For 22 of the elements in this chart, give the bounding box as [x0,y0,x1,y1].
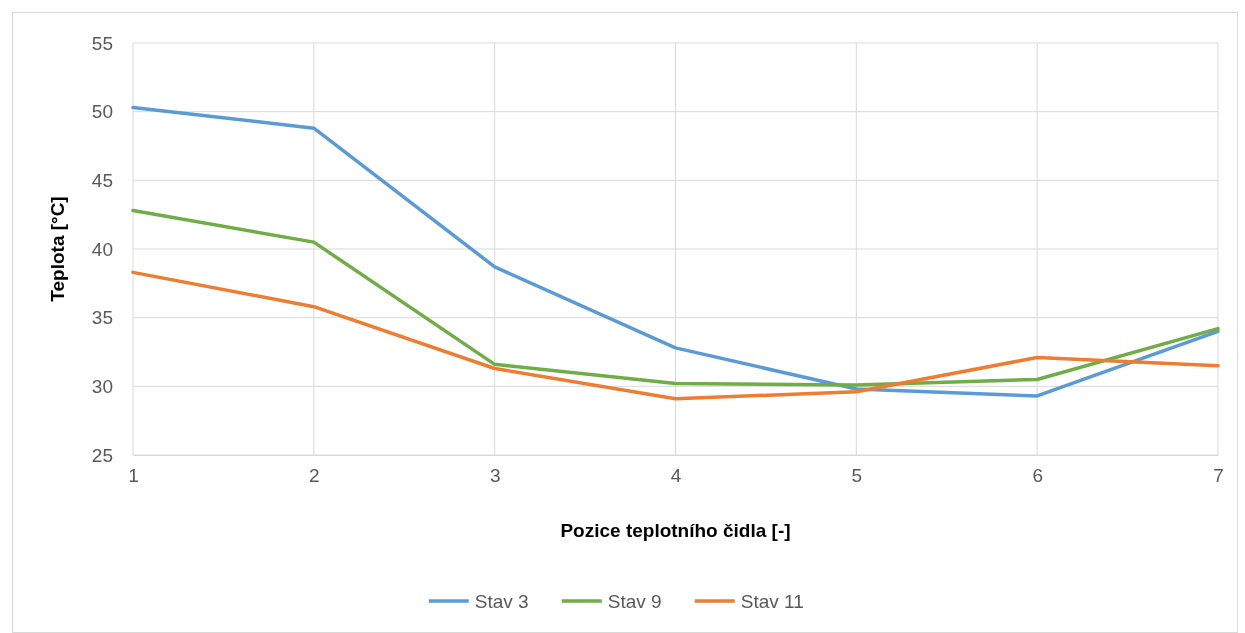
line-series [131,105,1220,398]
legend-label: Stav 11 [740,591,804,612]
x-tick-label: 5 [851,465,863,487]
x-tick-label: 2 [309,465,320,487]
line-series [131,270,1220,401]
y-tick-label: 40 [91,238,113,260]
x-tick-label: 4 [670,465,682,487]
x-axis-title: Pozice teplotního čidla [-] [560,520,791,541]
x-tick-label: 6 [1032,465,1043,487]
y-tick-label: 55 [91,32,113,54]
y-tick-label: 30 [91,375,113,397]
x-tick-label: 3 [489,465,501,487]
x-tick-label: 1 [128,465,139,487]
line-series [131,208,1220,387]
legend-label: Stav 9 [607,591,662,612]
y-tick-label: 35 [91,307,113,329]
y-tick-label: 45 [91,169,113,191]
y-tick-label: 25 [91,444,113,466]
y-tick-label: 50 [91,101,113,123]
y-axis-title: Teplota [°C] [47,196,68,302]
legend-label: Stav 3 [474,591,529,612]
x-tick-label: 7 [1213,465,1224,487]
